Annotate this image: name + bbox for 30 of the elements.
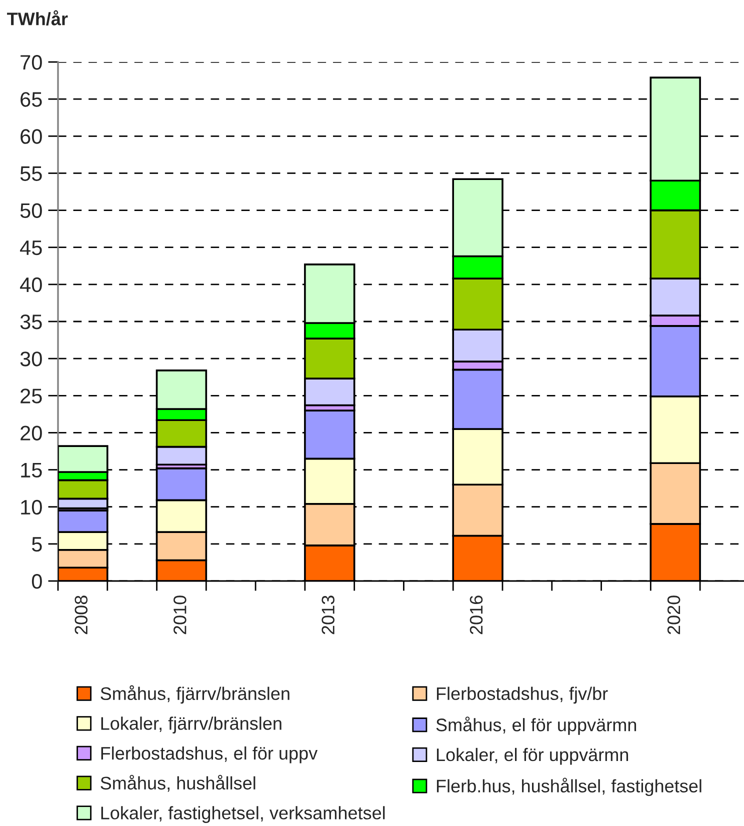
x-tick-label: 2020 bbox=[667, 596, 680, 634]
y-tick-label: 15 bbox=[21, 463, 42, 478]
legend-label: Flerbostadshus, fjv/br bbox=[436, 686, 608, 704]
y-tick-label: 50 bbox=[20, 203, 42, 218]
y-tick-label: 60 bbox=[20, 129, 42, 144]
x-tick-label: 2013 bbox=[322, 596, 334, 634]
legend-label: Lokaler, fjärrv/bränslen bbox=[101, 716, 282, 734]
y-tick-label: 5 bbox=[32, 537, 42, 552]
y-tick-label: 10 bbox=[21, 500, 42, 515]
y-tick-label: 70 bbox=[20, 55, 42, 70]
legend-label: Småhus, fjärrv/bränslen bbox=[100, 685, 290, 704]
x-tick-label: 2010 bbox=[174, 596, 186, 634]
legend-label: Flerb.hus, hushållsel, fastighetsel bbox=[436, 778, 702, 796]
y-tick-label: 45 bbox=[20, 240, 42, 256]
y-tick-label: 20 bbox=[20, 426, 42, 440]
x-tick-label: 2016 bbox=[470, 596, 483, 634]
legend-label: Småhus, el för uppvärmn bbox=[436, 716, 636, 735]
legend-label: Lokaler, fastighetsel, verksamhetsel bbox=[101, 806, 385, 823]
y-tick-label: 30 bbox=[20, 352, 42, 366]
y-axis-title: TWh/år bbox=[7, 10, 68, 26]
legend-label: Småhus, hushållsel bbox=[100, 774, 256, 792]
x-tick-label: 2008 bbox=[74, 596, 88, 634]
y-tick-label: 35 bbox=[20, 314, 42, 330]
y-tick-label: 0 bbox=[32, 574, 42, 589]
legend-label: Flerbostadshus, el för uppv bbox=[101, 746, 318, 764]
y-tick-label: 55 bbox=[20, 166, 42, 181]
y-tick-label: 40 bbox=[20, 277, 42, 292]
y-tick-label: 25 bbox=[20, 388, 42, 404]
y-tick-label: 65 bbox=[20, 92, 42, 107]
legend-label: Lokaler, el för uppvärmn bbox=[436, 748, 628, 765]
